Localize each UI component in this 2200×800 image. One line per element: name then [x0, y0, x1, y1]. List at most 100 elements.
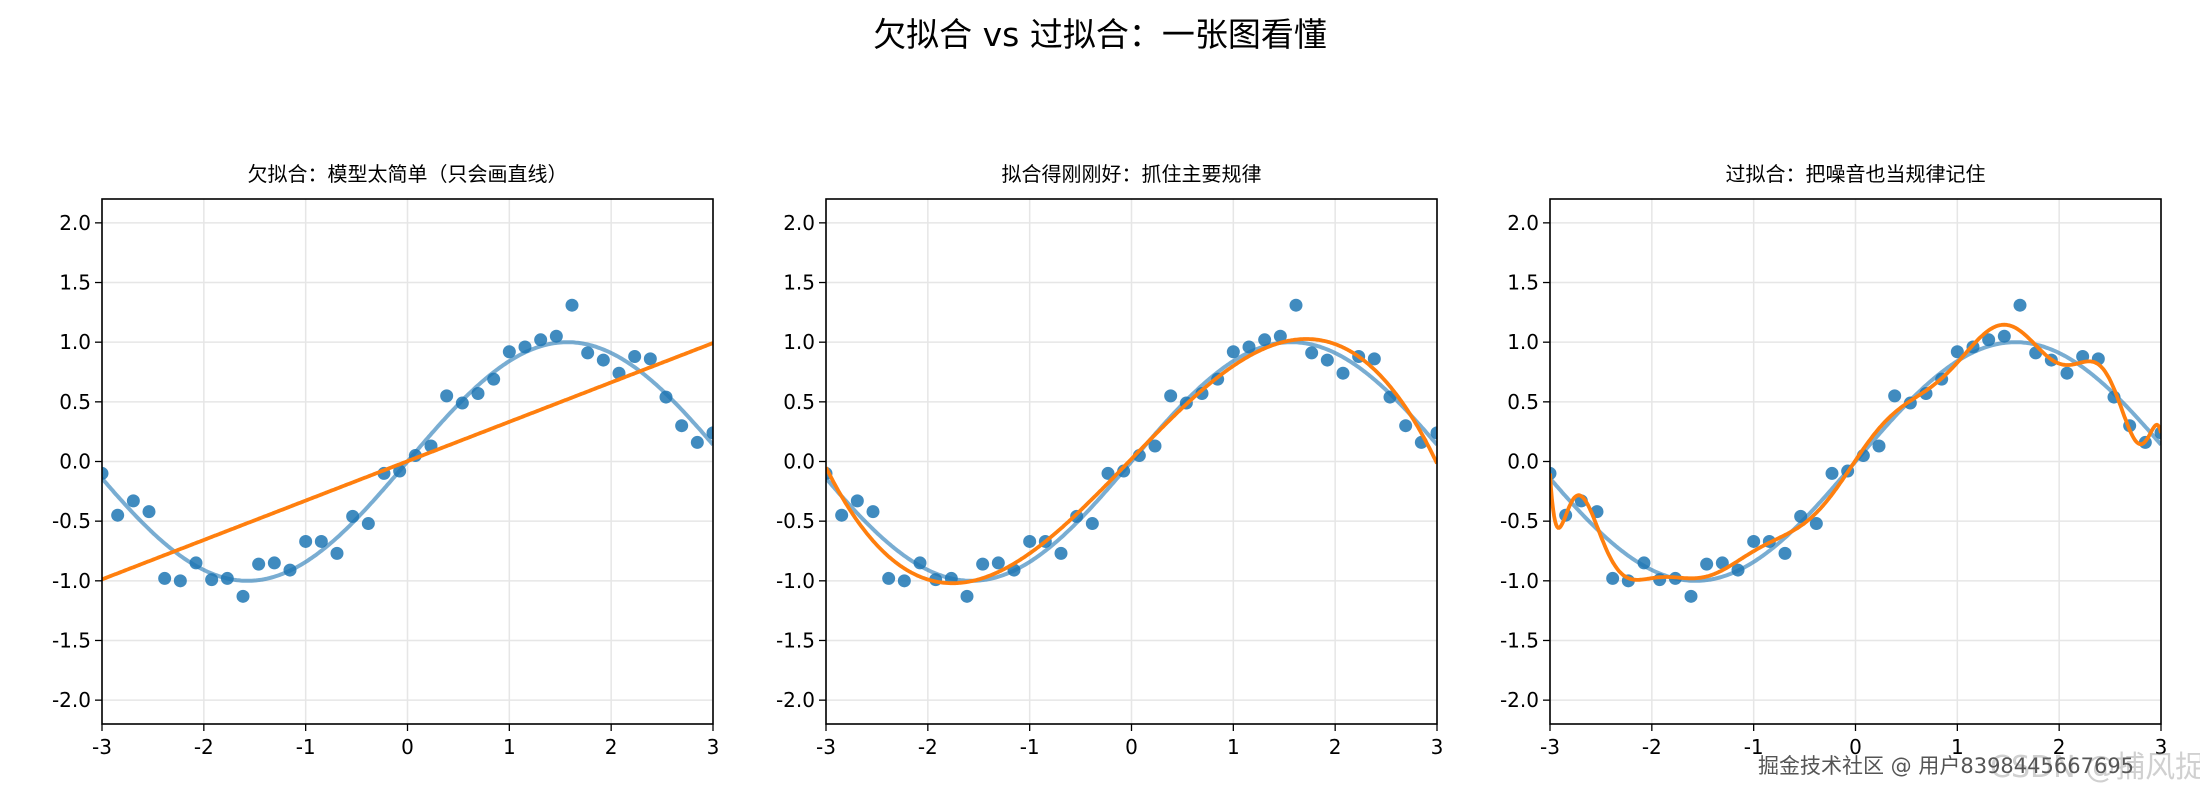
data-point [1289, 298, 1303, 312]
x-tick-label: -2 [194, 735, 214, 759]
x-tick-label: 2 [2053, 735, 2066, 759]
y-tick-label: 0.5 [59, 390, 91, 414]
panel-title-overfit: 过拟合：把噪音也当规律记住 [1725, 162, 1986, 186]
data-point [882, 571, 896, 585]
y-tick-label: 1.0 [1507, 330, 1539, 354]
data-point [1085, 517, 1099, 531]
data-point [267, 556, 281, 570]
y-tick-label: 0.0 [59, 450, 91, 474]
data-point [690, 435, 704, 449]
panel-title-goodfit: 拟合得刚刚好：抓住主要规律 [1001, 162, 1262, 186]
data-point [1888, 389, 1902, 403]
y-tick-label: -1.5 [1500, 628, 1539, 652]
data-point [1825, 466, 1839, 480]
axes-frame [1549, 198, 2162, 725]
data-point [659, 390, 673, 404]
y-tick-label: 0.0 [783, 450, 815, 474]
data-point [1715, 556, 1729, 570]
data-point [1684, 589, 1698, 603]
data-point [1101, 466, 1115, 480]
data-point [675, 419, 689, 433]
data-point [1320, 353, 1334, 367]
y-tick-label: -1.0 [52, 569, 91, 593]
data-point [2013, 298, 2027, 312]
data-point [502, 345, 516, 359]
axes-frame [101, 198, 714, 725]
x-tick-label: 3 [2155, 735, 2168, 759]
data-point [1606, 571, 1620, 585]
y-tick-label: 2.0 [783, 211, 815, 235]
panel-title-underfit: 欠拟合：模型太简单（只会画直线） [247, 162, 568, 186]
x-tick-label: 3 [707, 735, 720, 759]
data-point [991, 556, 1005, 570]
data-point [549, 329, 563, 343]
data-point [1336, 366, 1350, 380]
x-tick-label: -3 [816, 735, 836, 759]
data-point [102, 466, 109, 480]
y-tick-label: -1.5 [776, 628, 815, 652]
data-point [1367, 352, 1381, 366]
y-tick-label: -0.5 [52, 509, 91, 533]
x-tick-label: -1 [296, 735, 316, 759]
data-point [643, 352, 657, 366]
data-point [596, 353, 610, 367]
data-point [850, 494, 864, 508]
data-point [440, 389, 454, 403]
y-tick-label: 0.5 [783, 390, 815, 414]
x-tick-label: -2 [1642, 735, 1662, 759]
data-point [361, 517, 375, 531]
x-tick-label: 1 [503, 735, 516, 759]
data-point [1872, 439, 1886, 453]
x-tick-label: 0 [1849, 735, 1862, 759]
data-point [330, 546, 344, 560]
data-point [2060, 366, 2074, 380]
data-point [1054, 546, 1068, 560]
data-point [126, 494, 140, 508]
y-tick-label: 2.0 [59, 211, 91, 235]
data-point [252, 557, 266, 571]
y-tick-label: -1.5 [52, 628, 91, 652]
data-point [1997, 329, 2011, 343]
subplot-3: -3 -2 -1 0 1 2 3 -2.0 -1.5 -1.0 -0.5 0.0 0.5 1.0 1.5 2.… [1500, 198, 2168, 759]
data-point [1982, 333, 1996, 347]
model-fit-curve [826, 337, 1437, 586]
y-tick-label: 1.0 [59, 330, 91, 354]
data-point [1226, 345, 1240, 359]
x-tick-label: -3 [92, 735, 112, 759]
data-point [897, 574, 911, 588]
y-tick-label: 2.0 [1507, 211, 1539, 235]
y-tick-label: -0.5 [776, 509, 815, 533]
data-point [1778, 546, 1792, 560]
data-point [1023, 534, 1037, 548]
x-tick-label: 0 [1125, 735, 1138, 759]
data-point [1273, 329, 1287, 343]
x-tick-label: -2 [918, 735, 938, 759]
data-point [1305, 346, 1319, 360]
x-tick-label: 0 [401, 735, 414, 759]
y-tick-label: -2.0 [52, 688, 91, 712]
data-point [1258, 333, 1272, 347]
data-point [299, 534, 313, 548]
x-tick-label: 1 [1227, 735, 1240, 759]
data-point [628, 350, 642, 363]
data-point [1950, 345, 1964, 359]
data-point [1809, 517, 1823, 531]
y-tick-label: -2.0 [1500, 688, 1539, 712]
x-tick-label: 2 [605, 735, 618, 759]
data-point [1164, 389, 1178, 403]
axes-frame [825, 198, 1438, 725]
data-point [158, 571, 172, 585]
data-point [111, 508, 125, 522]
y-tick-label: 1.5 [783, 271, 815, 295]
x-tick-label: -3 [1540, 735, 1560, 759]
x-tick-label: -1 [1744, 735, 1764, 759]
watermark: 掘金技术社区 @ 用户8398445667695 [1758, 754, 2135, 778]
data-point [565, 298, 579, 312]
y-tick-label: -0.5 [1500, 509, 1539, 533]
data-point [976, 557, 990, 571]
figure-title: 欠拟合 vs 过拟合：一张图看懂 [873, 15, 1327, 54]
data-point [1148, 439, 1162, 453]
data-point [1747, 534, 1761, 548]
data-point [236, 589, 250, 603]
data-point [534, 333, 548, 347]
